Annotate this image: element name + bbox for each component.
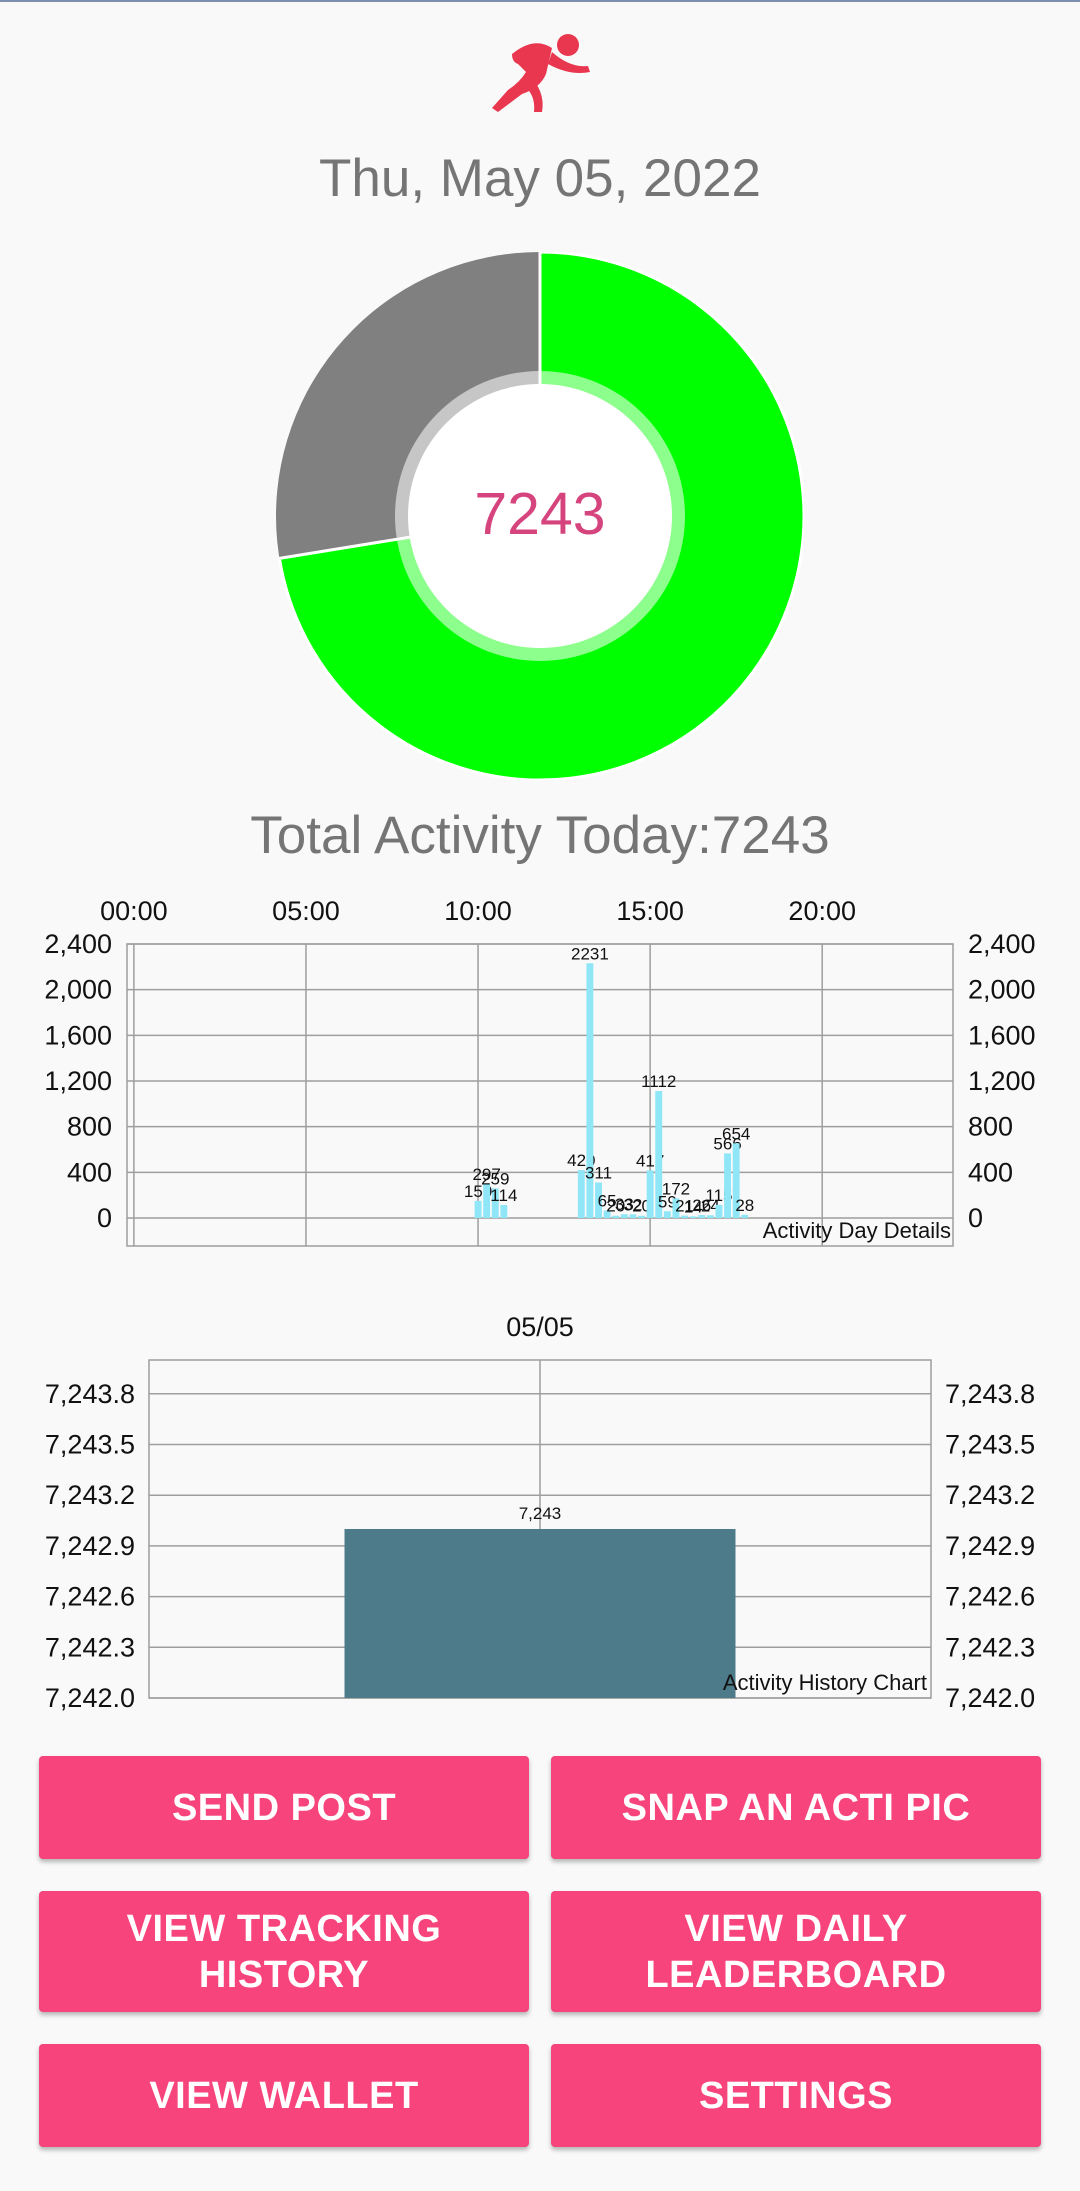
chart1-bar-label: 14 (684, 1197, 703, 1216)
history-x-tick: 05/05 (506, 1312, 574, 1342)
chart2-y-tick-left: 7,242.3 (45, 1632, 135, 1662)
chart1-bar (724, 1153, 732, 1218)
activity-progress-ring (276, 252, 804, 780)
chart1-y-tick-right: 2,400 (968, 929, 1036, 959)
chart1-bar-label: 2231 (571, 944, 609, 963)
chart2-bar (344, 1529, 736, 1698)
chart1-x-tick: 15:00 (616, 896, 684, 926)
chart1-bar-label: 59 (658, 1192, 677, 1211)
chart1-bar-label: 26 (692, 1196, 711, 1215)
chart1-bar-label: 33 (615, 1195, 634, 1214)
chart1-bar (603, 1210, 611, 1218)
chart1-bar-label: 20 (632, 1197, 651, 1216)
ring-value: 7243 (474, 481, 606, 547)
chart2-y-tick-right: 7,243.5 (945, 1430, 1035, 1460)
chart1-bar (586, 963, 594, 1218)
chart2-y-tick-right: 7,242.0 (945, 1683, 1035, 1713)
chart2-y-tick-right: 7,242.9 (945, 1531, 1035, 1561)
chart2-y-tick-left: 7,242.6 (45, 1582, 135, 1612)
chart1-y-tick-right: 400 (968, 1157, 1013, 1187)
chart1-x-tick: 05:00 (272, 896, 340, 926)
chart1-y-tick-right: 1,200 (968, 1066, 1036, 1096)
activity-history-chart: 7,242.0 7,242.0 7,242.3 7,242.3 7,242.6 7,242… (45, 1359, 1035, 1713)
chart2-y-tick-right: 7,243.2 (945, 1480, 1035, 1510)
chart1-bar (698, 1215, 706, 1218)
chart1-bar (483, 1184, 491, 1218)
chart1-y-tick-right: 1,600 (968, 1020, 1036, 1050)
chart1-bar (595, 1182, 602, 1218)
chart1-bar-label: 20 (606, 1197, 625, 1216)
chart1-y-tick-left: 400 (67, 1157, 112, 1187)
chart1-bar-label: 21 (675, 1197, 694, 1216)
chart2-bar-label: 7,243 (519, 1504, 562, 1523)
chart1-bar (681, 1215, 688, 1218)
chart1-bar (689, 1216, 697, 1218)
chart1-bar (706, 1215, 714, 1218)
chart1-bar (629, 1214, 637, 1218)
chart1-y-tick-left: 0 (97, 1203, 112, 1233)
chart1-bar (620, 1214, 628, 1218)
chart1-y-tick-right: 2,000 (968, 975, 1036, 1005)
chart1-bar (663, 1211, 671, 1218)
chart1-bar (715, 1204, 723, 1218)
chart1-bar-label: 1112 (641, 1072, 676, 1091)
chart1-bar-label: 172 (662, 1179, 690, 1198)
current-date: Thu, May 05, 2022 (319, 149, 761, 208)
chart1-y-tick-left: 2,000 (44, 975, 112, 1005)
chart1-bar (638, 1215, 645, 1218)
chart1-x-tick: 00:00 (100, 896, 168, 926)
chart2-y-tick-right: 7,242.6 (945, 1582, 1035, 1612)
chart1-bar (577, 1170, 585, 1218)
chart1-bar-label: 65 (598, 1192, 617, 1211)
send-post-button[interactable]: SEND POST (39, 1756, 529, 1859)
chart2-y-tick-left: 7,242.0 (45, 1683, 135, 1713)
chart2-y-tick-left: 7,243.8 (45, 1379, 135, 1409)
chart1-x-tick: 20:00 (788, 896, 856, 926)
chart1-bar (672, 1198, 680, 1218)
chart1-y-tick-left: 2,400 (44, 929, 112, 959)
total-activity-today: Total Activity Today:7243 (250, 806, 830, 865)
view-daily-leaderboard-button[interactable]: VIEW DAILY LEADERBOARD (551, 1891, 1041, 2012)
chart2-y-tick-right: 7,242.3 (945, 1632, 1035, 1662)
chart1-bar-label: 297 (472, 1165, 500, 1184)
activity-day-details-chart: 0 0 400 400 800 800 1,200 1,200 1,600 1,600 2,000 2… (44, 896, 1036, 1247)
chart1-bar-label: 259 (481, 1169, 509, 1188)
chart1-bar (500, 1204, 508, 1218)
chart1-bar (741, 1214, 749, 1218)
chart1-bar (646, 1170, 654, 1218)
view-tracking-history-button[interactable]: VIEW TRACKING HISTORY (39, 1891, 529, 2012)
chart1-y-tick-left: 1,600 (44, 1020, 112, 1050)
status-bar-line (0, 0, 1080, 2)
chart2-description: Activity History Chart (723, 1670, 927, 1695)
chart1-bar-label: 114 (490, 1186, 517, 1205)
chart1-bar-label: 311 (585, 1163, 612, 1182)
snap-pic-button[interactable]: SNAP AN ACTI PIC (551, 1756, 1041, 1859)
chart1-bar (612, 1215, 620, 1218)
chart1-bar-label: 654 (722, 1124, 750, 1143)
running-person-icon (492, 34, 590, 113)
chart1-bar-label: 32 (623, 1195, 642, 1214)
chart1-bar (474, 1200, 482, 1218)
chart1-y-tick-right: 0 (968, 1203, 983, 1233)
chart2-y-tick-left: 7,243.5 (45, 1430, 135, 1460)
chart1-y-tick-right: 800 (968, 1112, 1013, 1142)
chart1-bar (655, 1091, 663, 1218)
chart2-y-tick-left: 7,243.2 (45, 1480, 135, 1510)
chart1-bar (732, 1143, 740, 1218)
chart2-y-tick-right: 7,243.8 (945, 1379, 1035, 1409)
chart1-y-tick-left: 1,200 (44, 1066, 112, 1096)
chart2-y-tick-left: 7,242.9 (45, 1531, 135, 1561)
chart1-description: Activity Day Details (763, 1218, 951, 1243)
view-wallet-button[interactable]: VIEW WALLET (39, 2044, 529, 2147)
chart1-x-tick: 10:00 (444, 896, 512, 926)
settings-button[interactable]: SETTINGS (551, 2044, 1041, 2147)
chart1-bar-label: 28 (735, 1196, 754, 1215)
chart1-y-tick-left: 800 (67, 1112, 112, 1142)
chart1-bar-label: 24 (701, 1196, 720, 1215)
chart1-bar (491, 1188, 499, 1218)
